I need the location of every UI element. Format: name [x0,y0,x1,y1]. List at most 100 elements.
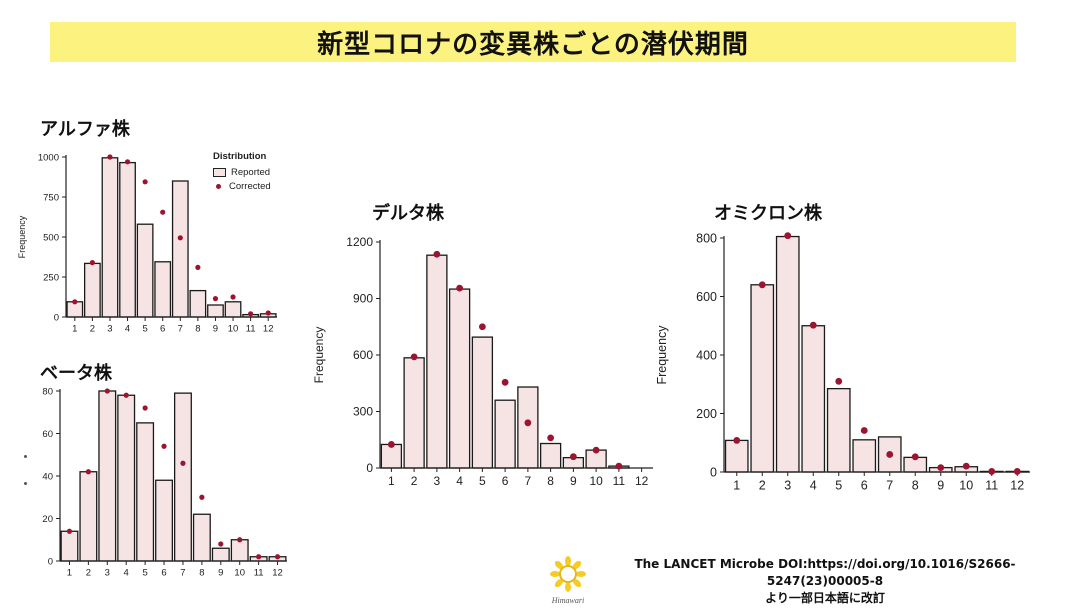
alpha-dot-1 [72,299,78,305]
delta-x-tick-label: 9 [570,474,577,488]
beta-bar-4 [117,394,136,562]
alpha-dot-12 [265,310,271,316]
artifact-dot [24,455,27,458]
omicron-bar-11 [979,470,1004,473]
beta-bar-7 [173,392,192,562]
beta-dot-2 [85,469,91,475]
delta-bar-7 [517,386,539,469]
alpha-y-tick-label: 750 [43,192,59,203]
omicron-dot-1 [733,437,741,444]
alpha-y-axis-label: Frequency [17,215,27,258]
delta-dot-5 [478,323,486,331]
beta-bar-8 [192,513,211,562]
delta-y-tick-label: 1200 [346,235,373,249]
omicron-y-tick-label: 600 [696,290,717,304]
delta-y-tick-label: 300 [353,405,373,419]
delta-dot-4 [456,284,464,292]
beta-dot-8 [199,494,205,500]
himawari-logo: Himawari [548,556,588,606]
beta-dot-5 [142,405,148,411]
omicron-x-tick-label: 8 [912,479,919,493]
beta-y-tick-label: 60 [42,429,53,440]
delta-dot-3 [433,250,441,258]
beta-dot-3 [104,388,110,394]
beta-dot-7 [180,460,186,466]
legend-title: Distribution [213,151,267,162]
beta-bar-10 [230,539,249,562]
omicron-bar-8 [903,456,928,473]
beta-x-tick-label: 9 [218,568,223,579]
omicron-bar-7 [877,436,902,473]
beta-bar-5 [136,422,155,562]
delta-dot-6 [501,378,509,386]
alpha-x-tick-label: 4 [125,324,130,335]
delta-bar-8 [539,442,562,469]
omicron-dot-7 [886,451,894,458]
beta-x-tick-label: 11 [254,568,264,579]
svg-text:Himawari: Himawari [551,596,584,605]
delta-bar-5 [471,336,494,469]
beta-y-tick-label: 20 [42,514,53,525]
beta-bar-3 [98,390,117,562]
delta-y-axis-label: Frequency [312,327,326,384]
omicron-x-tick-label: 5 [835,479,842,493]
omicron-dot-11 [988,468,996,475]
delta-x-tick-label: 4 [456,474,463,488]
delta-x-tick-label: 6 [502,474,509,488]
omicron-bar-4 [801,325,826,473]
alpha-dot-5 [142,179,148,185]
artifact-dot [24,482,27,485]
alpha-bar-4 [119,161,136,318]
alpha-y-tick-label: 500 [43,232,59,243]
omicron-x-tick-label: 11 [985,479,998,493]
delta-y-tick-label: 0 [366,461,373,475]
omicron-dot-10 [962,462,970,470]
delta-dot-8 [547,434,555,442]
alpha-bar-6 [154,261,172,318]
beta-x-tick-label: 4 [124,568,129,579]
alpha-bar-2 [83,262,101,318]
delta-x-tick-label: 2 [411,474,418,488]
omicron-x-tick-label: 6 [861,479,868,493]
beta-dot-4 [123,392,129,398]
beta-chart-title: ベータ株 [40,363,112,384]
alpha-dot-3 [107,154,113,160]
beta-x-tick-label: 2 [86,568,91,579]
alpha-x-tick-label: 7 [178,324,183,335]
beta-bar-11 [249,556,268,562]
beta-dot-10 [237,537,243,543]
alpha-x-tick-label: 2 [90,324,95,335]
delta-x-tick-label: 5 [479,474,486,488]
beta-y-tick-label: 0 [48,556,53,567]
delta-y-tick-label: 600 [353,348,373,362]
omicron-dot-4 [809,321,817,329]
omicron-dot-5 [835,377,843,385]
beta-x-tick-label: 10 [234,568,245,579]
beta-bar-12 [268,556,287,562]
delta-bar-3 [426,254,448,469]
omicron-dot-8 [911,453,919,461]
bar-swatch-icon [213,167,226,177]
dot-swatch-icon [216,183,221,189]
beta-x-tick-label: 12 [272,568,283,579]
delta-chart-title: デルタ株 [372,203,444,224]
omicron-x-tick-label: 3 [784,479,791,493]
omicron-y-tick-label: 800 [696,231,717,245]
alpha-x-tick-label: 9 [213,324,218,335]
delta-bar-4 [448,288,471,469]
delta-dot-10 [592,446,600,454]
beta-x-tick-label: 1 [67,568,72,579]
source-line-1: The LANCET Microbe DOI:https://doi.org/1… [634,557,1016,588]
alpha-x-tick-label: 6 [160,324,165,335]
beta-x-tick-label: 8 [199,568,204,579]
legend-label-reported: Reported [231,166,271,178]
omicron-y-tick-label: 200 [696,407,717,421]
beta-dot-12 [274,554,281,560]
delta-x-tick-label: 1 [388,474,395,488]
omicron-bar-9 [928,466,953,473]
delta-x-tick-label: 12 [635,474,649,488]
delta-x-tick-label: 7 [525,474,532,488]
omicron-bar-1 [724,439,749,473]
alpha-dot-8 [195,264,201,270]
